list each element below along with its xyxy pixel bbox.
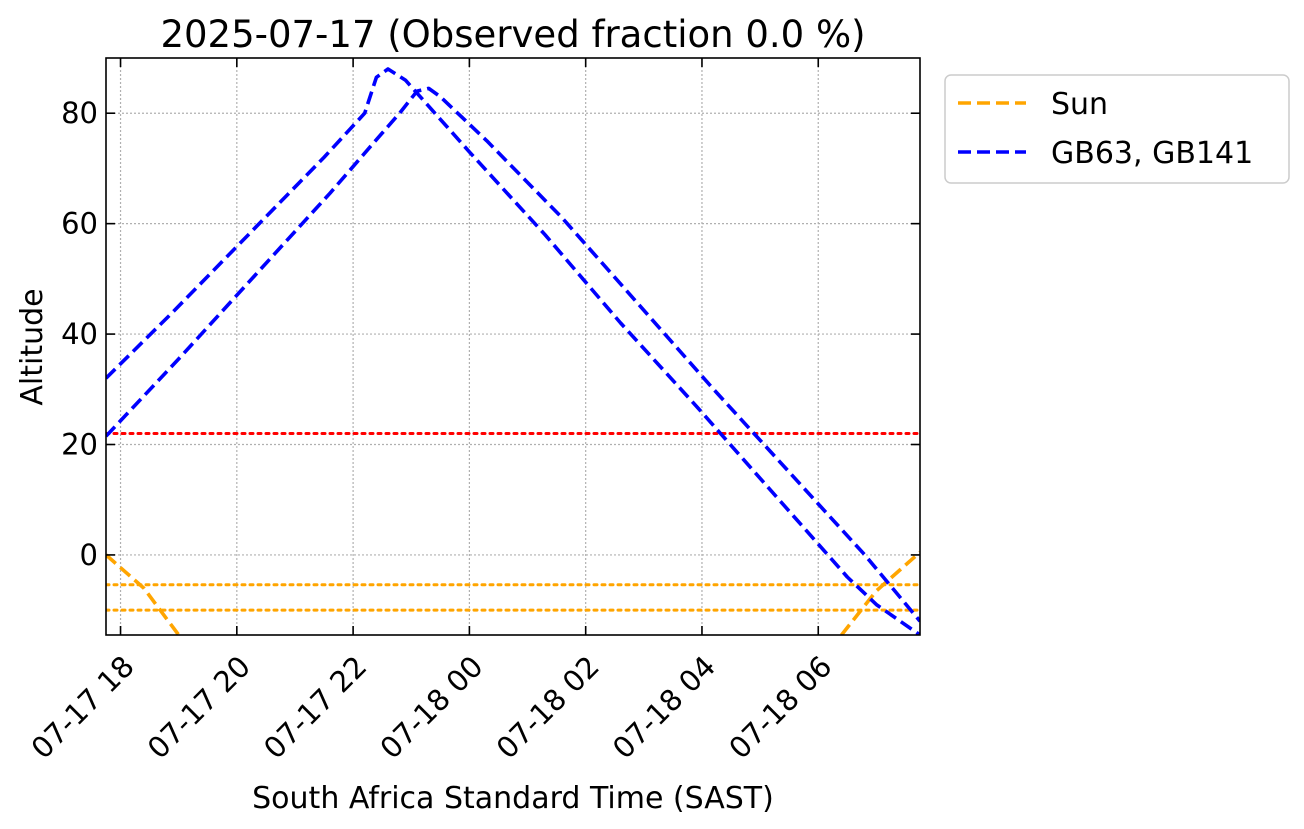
x-tick-label: 07-18 04 — [606, 649, 722, 765]
x-axis-label: South Africa Standard Time (SAST) — [252, 781, 774, 816]
series-line — [840, 550, 920, 635]
y-tick-label: 60 — [61, 207, 98, 241]
x-tick-label: 07-18 00 — [373, 649, 489, 765]
legend-label: GB63, GB141 — [1051, 136, 1253, 171]
x-tick-label: 07-18 02 — [490, 649, 606, 765]
x-tick-label: 07-17 22 — [257, 649, 373, 765]
grid-lines — [106, 58, 920, 635]
chart-title: 2025-07-17 (Observed fraction 0.0 %) — [160, 13, 865, 56]
data-series — [106, 67, 920, 635]
legend: Sun GB63, GB141 — [944, 74, 1290, 184]
x-tick-label: 07-18 06 — [722, 649, 838, 765]
series-line — [106, 67, 920, 635]
plot-area-frame — [105, 57, 921, 636]
y-tick-label: 80 — [61, 96, 98, 130]
y-tick-label: 40 — [61, 317, 98, 351]
series-line — [106, 86, 920, 623]
legend-label: Sun — [1051, 87, 1108, 122]
y-axis-label: Altitude — [15, 288, 50, 405]
reference-lines — [106, 431, 920, 612]
x-tick-label: 07-17 18 — [25, 649, 141, 765]
y-tick-label: 0 — [80, 538, 98, 572]
x-tick-label: 07-17 20 — [141, 649, 257, 765]
axis-ticks: 07-17 18 07-17 20 07-17 22 07-18 00 07-18 02… — [25, 58, 920, 765]
legend-box — [944, 74, 1290, 184]
y-tick-label: 20 — [61, 428, 98, 462]
series-line — [106, 553, 181, 635]
